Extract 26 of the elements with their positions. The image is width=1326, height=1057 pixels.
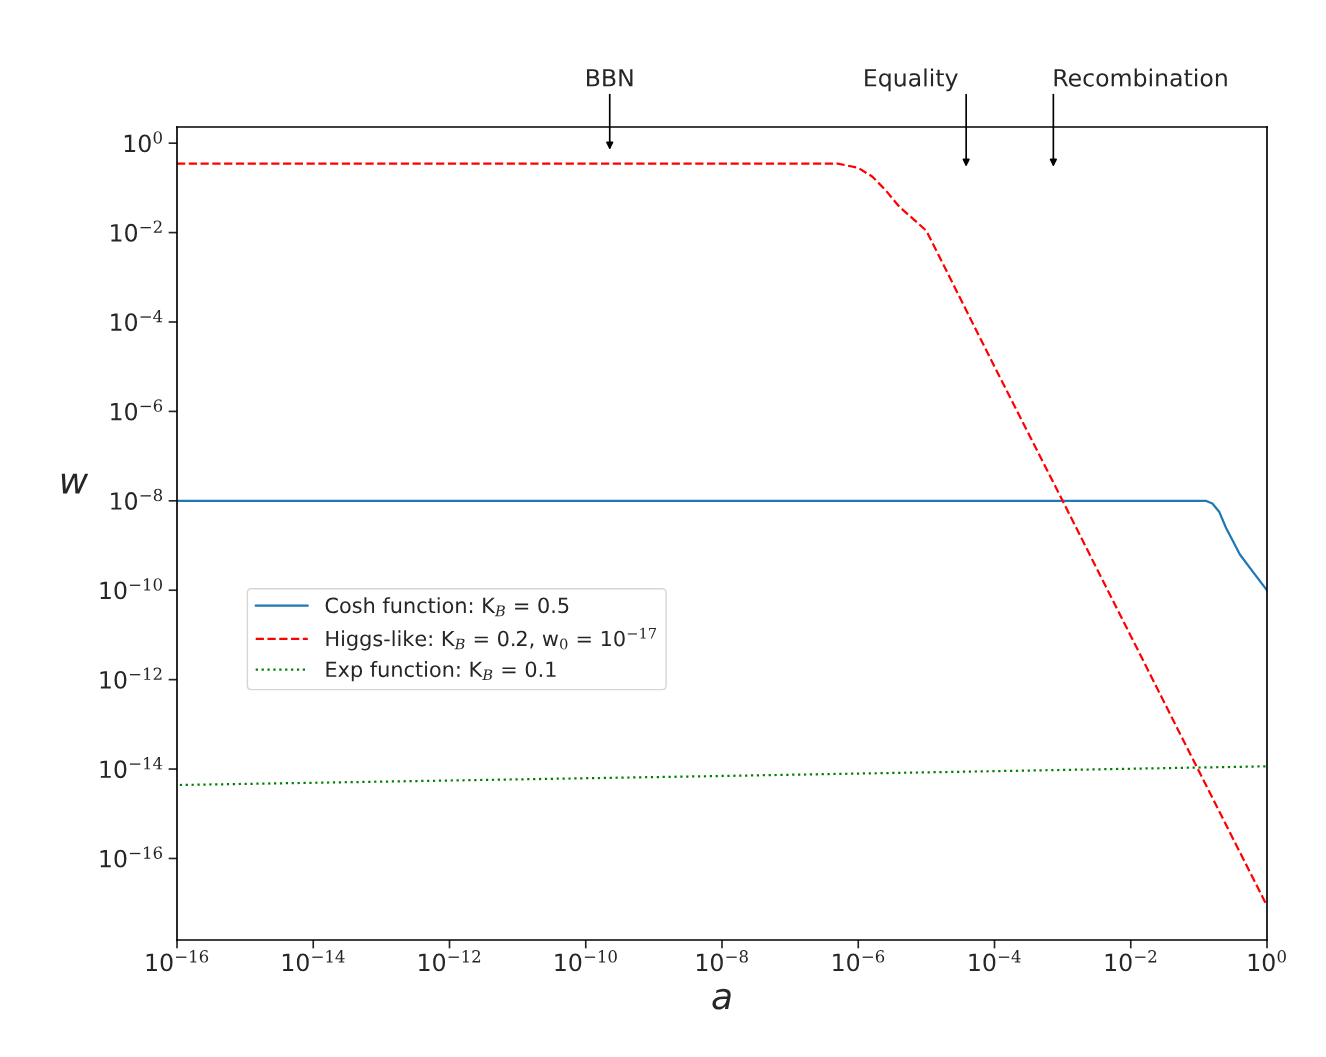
x-tick-label: 10$^{−14}$ [282,950,345,972]
x-tick-label: 10$^{−2}$ [1105,950,1157,972]
x-tick-label: 10$^{−12}$ [419,950,481,972]
y-tick-label: 10$^{−16}$ [100,846,163,868]
y-tick-label: 10$^{−8}$ [111,488,163,510]
y-tick-label: 10$^{0}$ [124,131,162,153]
legend-label: Higgs-like: K$_{B}$ = 0.2, w$_{0}$ = 10$^{−17}$ [326,627,657,651]
y-tick-label: 10$^{−4}$ [111,309,163,332]
x-tick-label: 10$^{0}$ [1248,950,1286,972]
y-axis-title: w [61,473,89,494]
y-tick-label: 10$^{−6}$ [111,399,163,421]
legend-label: Exp function: K$_{B}$ = 0.1 [326,661,556,682]
x-axis-title: a [712,988,731,1010]
x-tick-label: 10$^{−4}$ [969,950,1021,972]
x-tick-label: 10$^{−6}$ [833,950,885,972]
x-tick-label: 10$^{−16}$ [146,950,209,972]
text: BBN [587,69,633,87]
text: Equality [865,68,958,92]
text: Recombination [1054,68,1227,87]
x-tick-label: 10$^{−8}$ [696,950,748,972]
x-tick-label: 10$^{−10}$ [555,950,617,972]
y-tick-label: 10$^{−10}$ [100,578,162,600]
y-tick-label: 10$^{−12}$ [100,667,162,689]
y-tick-label: 10$^{−14}$ [100,757,163,779]
y-tick-label: 10$^{−2}$ [111,220,162,242]
legend-label: Cosh function: K$_{B}$ = 0.5 [325,597,569,617]
